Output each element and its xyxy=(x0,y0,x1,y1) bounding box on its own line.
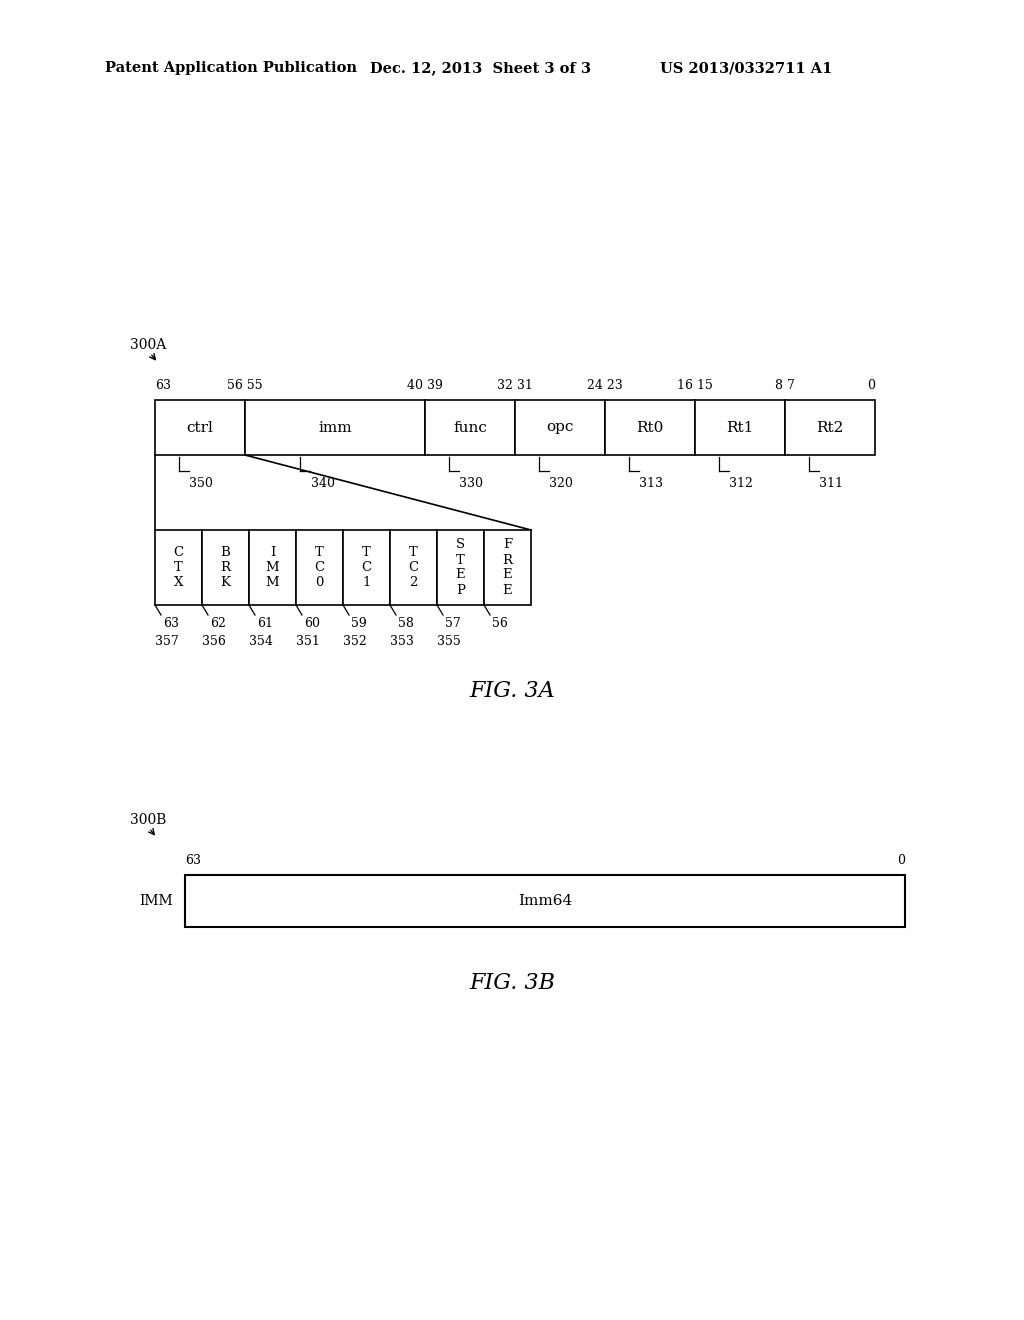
Bar xyxy=(245,400,425,455)
Text: 330: 330 xyxy=(460,477,483,490)
Bar xyxy=(437,531,484,605)
Text: Imm64: Imm64 xyxy=(518,894,572,908)
Text: S
T
E
P: S T E P xyxy=(456,539,465,597)
Text: 357: 357 xyxy=(155,635,179,648)
Text: 56 55: 56 55 xyxy=(227,379,263,392)
Text: 355: 355 xyxy=(437,635,461,648)
Text: 63: 63 xyxy=(155,379,171,392)
Text: 40 39: 40 39 xyxy=(408,379,443,392)
Text: T
C
1: T C 1 xyxy=(361,546,372,589)
Text: Rt0: Rt0 xyxy=(636,421,664,434)
Text: 62: 62 xyxy=(210,616,226,630)
Bar xyxy=(515,400,605,455)
Bar xyxy=(185,875,905,927)
Text: 350: 350 xyxy=(189,477,213,490)
Text: T
C
2: T C 2 xyxy=(409,546,419,589)
Bar xyxy=(605,400,695,455)
Text: imm: imm xyxy=(318,421,352,434)
Text: US 2013/0332711 A1: US 2013/0332711 A1 xyxy=(660,61,833,75)
Bar xyxy=(695,400,785,455)
Text: func: func xyxy=(453,421,487,434)
Text: 32 31: 32 31 xyxy=(497,379,532,392)
Text: FIG. 3B: FIG. 3B xyxy=(469,972,555,994)
Text: 353: 353 xyxy=(390,635,414,648)
Text: 351: 351 xyxy=(296,635,319,648)
Text: 56: 56 xyxy=(492,616,508,630)
Bar xyxy=(155,400,245,455)
Text: 300A: 300A xyxy=(130,338,166,352)
Text: 59: 59 xyxy=(351,616,367,630)
Bar xyxy=(155,531,202,605)
Bar xyxy=(296,531,343,605)
Bar xyxy=(390,531,437,605)
Text: B
R
K: B R K xyxy=(220,546,230,589)
Text: Dec. 12, 2013  Sheet 3 of 3: Dec. 12, 2013 Sheet 3 of 3 xyxy=(370,61,591,75)
Text: 311: 311 xyxy=(819,477,844,490)
Text: 60: 60 xyxy=(304,616,319,630)
Text: 63: 63 xyxy=(163,616,179,630)
Bar xyxy=(202,531,249,605)
Text: opc: opc xyxy=(547,421,573,434)
Text: 312: 312 xyxy=(729,477,754,490)
Text: 354: 354 xyxy=(249,635,272,648)
Text: 57: 57 xyxy=(445,616,461,630)
Text: 340: 340 xyxy=(311,477,335,490)
Text: 58: 58 xyxy=(398,616,414,630)
Text: IMM: IMM xyxy=(139,894,173,908)
Text: Rt2: Rt2 xyxy=(816,421,844,434)
Text: 24 23: 24 23 xyxy=(587,379,623,392)
Text: Patent Application Publication: Patent Application Publication xyxy=(105,61,357,75)
Bar xyxy=(484,531,531,605)
Text: 313: 313 xyxy=(640,477,664,490)
Text: C
T
X: C T X xyxy=(173,546,183,589)
Bar xyxy=(425,400,515,455)
Text: I
M
M: I M M xyxy=(265,546,280,589)
Text: ctrl: ctrl xyxy=(186,421,213,434)
Bar xyxy=(249,531,296,605)
Bar xyxy=(785,400,874,455)
Text: 352: 352 xyxy=(343,635,367,648)
Text: 63: 63 xyxy=(185,854,201,867)
Text: 320: 320 xyxy=(550,477,573,490)
Text: Rt1: Rt1 xyxy=(726,421,754,434)
Text: 356: 356 xyxy=(202,635,226,648)
Text: F
R
E
E: F R E E xyxy=(503,539,512,597)
Text: 0: 0 xyxy=(897,854,905,867)
Bar xyxy=(343,531,390,605)
Text: 0: 0 xyxy=(867,379,874,392)
Text: 300B: 300B xyxy=(130,813,166,828)
Text: FIG. 3A: FIG. 3A xyxy=(469,680,555,702)
Text: T
C
0: T C 0 xyxy=(314,546,325,589)
Text: 61: 61 xyxy=(257,616,273,630)
Text: 8 7: 8 7 xyxy=(775,379,795,392)
Text: 16 15: 16 15 xyxy=(677,379,713,392)
